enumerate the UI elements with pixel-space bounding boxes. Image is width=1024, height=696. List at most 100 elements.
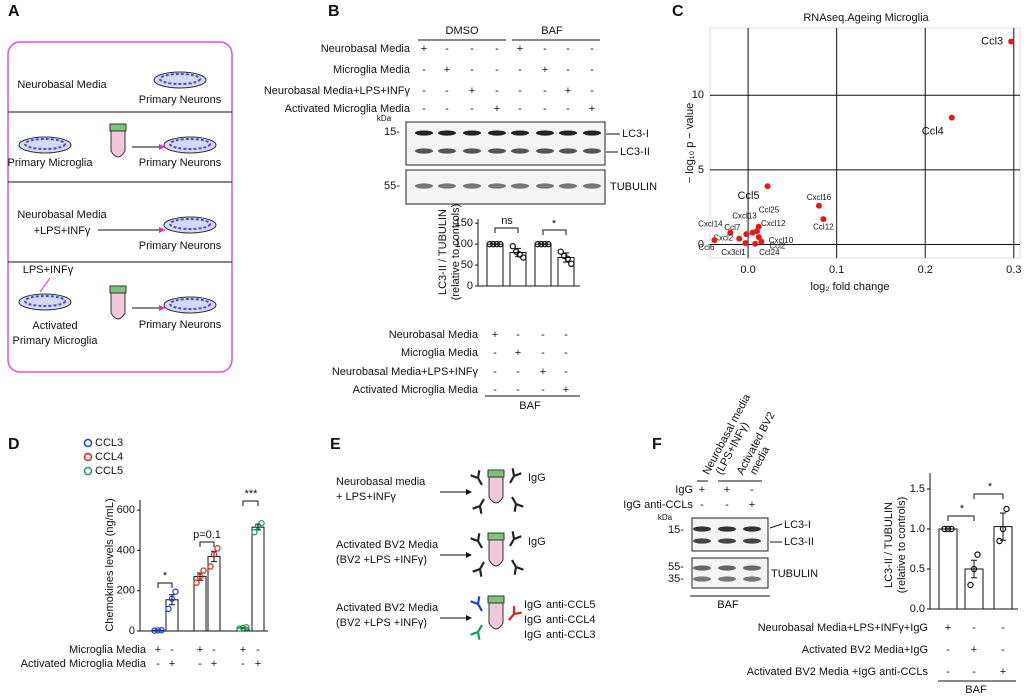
data-point bbox=[996, 537, 1003, 545]
sign: - bbox=[445, 85, 449, 97]
band bbox=[743, 526, 761, 532]
tube bbox=[110, 292, 126, 320]
data-point bbox=[534, 240, 541, 248]
panel-label: F bbox=[652, 436, 662, 453]
sign: - bbox=[566, 64, 570, 76]
label: p=0.1 bbox=[193, 529, 221, 541]
sign: - bbox=[241, 658, 245, 670]
label: IgG bbox=[528, 536, 546, 548]
tube bbox=[488, 539, 504, 567]
x-tick-label: 0.2 bbox=[918, 264, 933, 276]
band bbox=[488, 130, 506, 136]
panel-label: C bbox=[672, 3, 684, 20]
sign: - bbox=[541, 347, 545, 359]
label: IgG bbox=[675, 484, 693, 496]
antibody bbox=[470, 624, 483, 640]
y-tick-label: 0.5 bbox=[910, 563, 925, 575]
sign: - bbox=[495, 43, 499, 55]
cells bbox=[169, 218, 211, 230]
label: 55- bbox=[384, 180, 400, 192]
data-point bbox=[564, 255, 571, 262]
antibody bbox=[511, 496, 524, 512]
legend-marker bbox=[83, 466, 93, 476]
antibody bbox=[511, 559, 524, 575]
label: Activated Microglia Media bbox=[21, 658, 147, 670]
sign: + bbox=[1000, 666, 1006, 678]
y-axis-label: − log₁₀ p − value bbox=[684, 103, 696, 183]
data-point bbox=[568, 260, 575, 268]
label: Neurobasal Media+LPS+INFγ bbox=[332, 366, 479, 378]
data-point bbox=[764, 183, 771, 190]
label: 15- bbox=[384, 126, 400, 138]
band bbox=[463, 148, 481, 154]
sign: + bbox=[240, 644, 246, 656]
label: LC3-I bbox=[784, 519, 811, 531]
label: Primary Neurons bbox=[139, 157, 222, 169]
label: Activated BV2 Media+IgG bbox=[802, 644, 928, 656]
antibody bbox=[470, 470, 483, 486]
data-point bbox=[967, 581, 974, 589]
label: * bbox=[552, 218, 557, 230]
y-axis-label: LC3-II / TUBULIN bbox=[883, 502, 895, 588]
cells bbox=[24, 138, 66, 150]
sign: + bbox=[971, 644, 977, 656]
data-point bbox=[239, 624, 247, 632]
data-point bbox=[200, 567, 207, 574]
legend-marker bbox=[83, 452, 93, 462]
label: Activated bbox=[32, 320, 77, 332]
point-label: Ccl25 bbox=[759, 206, 780, 215]
data-point bbox=[207, 563, 214, 570]
cells bbox=[169, 298, 211, 310]
band bbox=[743, 576, 761, 582]
rule bbox=[769, 523, 783, 529]
sign: - bbox=[495, 85, 499, 97]
label: * bbox=[988, 481, 993, 493]
y-tick-label: 200 bbox=[117, 585, 135, 597]
data-point bbox=[497, 240, 504, 248]
point-label: Ccl24 bbox=[759, 248, 780, 257]
antibody bbox=[509, 468, 522, 484]
band bbox=[488, 183, 506, 189]
data-point bbox=[758, 238, 765, 245]
label: anti-CCL4 bbox=[546, 614, 596, 626]
data-point bbox=[251, 529, 258, 536]
band bbox=[511, 130, 529, 136]
band bbox=[693, 538, 711, 544]
label: Neurobasal Media bbox=[389, 329, 479, 341]
data-point bbox=[509, 243, 516, 250]
sign: + bbox=[469, 85, 475, 97]
point-label: Cxcl10 bbox=[769, 236, 794, 245]
data-point bbox=[165, 605, 172, 613]
label: Activated BV2 Media bbox=[336, 539, 439, 551]
y-axis-label: (relative to controls) bbox=[896, 497, 908, 594]
label: anti-CCL3 bbox=[546, 629, 596, 641]
tube-cap bbox=[487, 532, 505, 541]
bar bbox=[509, 252, 527, 287]
label: Primary Neurons bbox=[139, 94, 222, 106]
antibody bbox=[470, 533, 483, 549]
sign: + bbox=[421, 43, 427, 55]
data-point bbox=[944, 525, 952, 533]
label: Microglia Media bbox=[69, 644, 147, 656]
label: BAF bbox=[717, 599, 739, 611]
y-tick-label: 0.0 bbox=[910, 603, 925, 615]
band bbox=[536, 130, 554, 136]
label: anti-CCL5 bbox=[546, 599, 596, 611]
sign: - bbox=[518, 85, 522, 97]
band bbox=[536, 148, 554, 154]
bracket bbox=[242, 500, 259, 506]
data-point bbox=[752, 240, 759, 247]
sign: - bbox=[946, 666, 950, 678]
data-point bbox=[948, 114, 955, 121]
point-label: Ccl2 bbox=[769, 242, 786, 251]
arrow bbox=[39, 277, 51, 293]
sign: - bbox=[495, 64, 499, 76]
antibody bbox=[470, 596, 483, 612]
label: TUBULIN bbox=[771, 568, 818, 580]
label: *** bbox=[245, 488, 259, 500]
label: Microglia Media bbox=[333, 64, 411, 76]
label: Neurobasal Media bbox=[321, 43, 411, 55]
label: IgG bbox=[528, 472, 546, 484]
label: Primary Neurons bbox=[139, 240, 222, 252]
tube bbox=[110, 130, 126, 158]
